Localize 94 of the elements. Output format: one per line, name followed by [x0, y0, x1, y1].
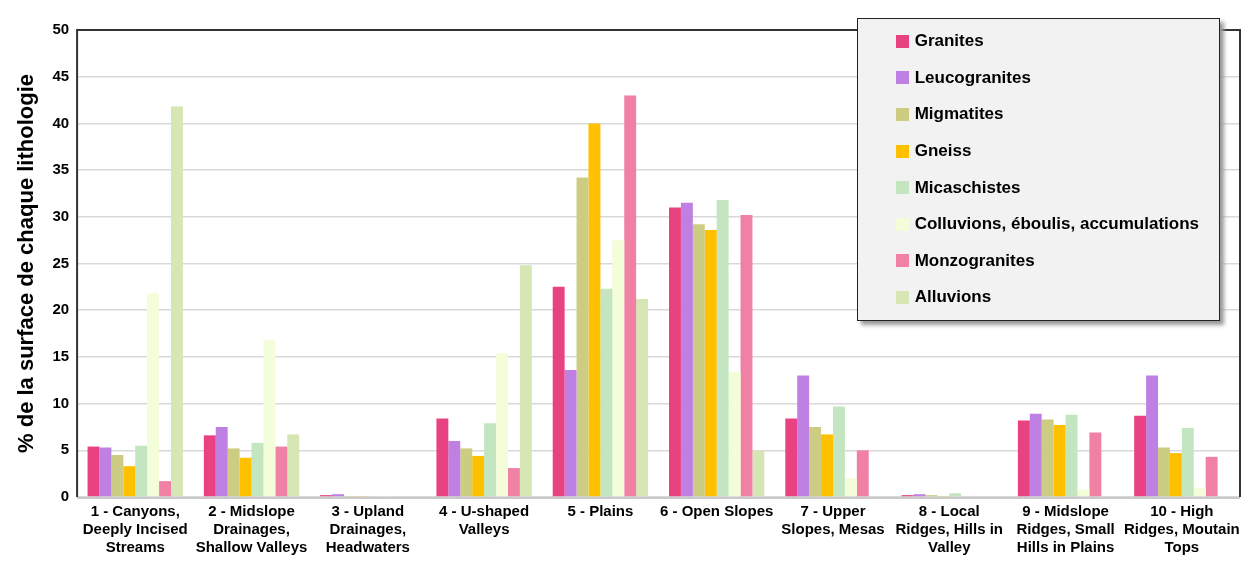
legend-label: Granites: [914, 31, 984, 52]
y-tick-label: 30: [52, 206, 70, 224]
bar: [588, 123, 601, 497]
y-tick-label: 35: [52, 160, 70, 178]
legend-label: Colluvions, éboulis, accumulations: [914, 214, 1199, 235]
y-tick-label: 0: [60, 487, 70, 505]
y-tick-label: 50: [52, 20, 70, 38]
bar: [1065, 414, 1078, 497]
bar: [844, 478, 857, 497]
bar: [728, 371, 741, 497]
bar: [519, 265, 532, 497]
bar: [832, 406, 845, 497]
y-tick-label: 40: [52, 113, 70, 131]
bar: [913, 494, 926, 497]
bar: [1169, 453, 1182, 497]
bar: [1134, 415, 1147, 497]
bar: [332, 494, 344, 497]
bar: [460, 448, 473, 497]
bar: [612, 240, 625, 497]
y-tick-label: 10: [52, 393, 70, 411]
bar: [135, 445, 148, 497]
x-tick-label: 3 - Upland Drainages, Headwaters: [325, 502, 410, 556]
bar: [448, 440, 461, 497]
legend-label: Micaschistes: [914, 177, 1021, 198]
bar: [123, 466, 136, 497]
bar: [159, 481, 171, 497]
bar: [624, 95, 637, 497]
bar: [275, 446, 288, 497]
bar: [147, 293, 160, 497]
bar: [1146, 375, 1159, 497]
x-tick-label: 7 - Upper Slopes, Mesas: [781, 502, 885, 538]
bar: [600, 288, 613, 497]
bar: [170, 106, 183, 497]
legend-label: Monzogranites: [914, 250, 1035, 271]
bar: [111, 454, 124, 497]
x-tick-label: 2 - Midslope Drainages, Shallow Valleys: [195, 502, 308, 556]
bar: [239, 457, 252, 497]
bar: [1181, 427, 1194, 497]
bar: [99, 447, 112, 497]
bar: [669, 207, 681, 497]
y-tick-label: 20: [52, 300, 70, 318]
legend-label: Migmatites: [914, 104, 1004, 125]
bar: [564, 369, 577, 497]
x-tick-label: 4 - U-shaped Valleys: [439, 502, 530, 538]
bar: [227, 448, 240, 497]
x-tick-label: 10 - High Ridges, Moutain Tops: [1123, 502, 1240, 556]
legend-label: Gneiss: [914, 141, 972, 162]
bar: [1029, 413, 1042, 497]
bar: [636, 298, 649, 497]
bar: [1077, 489, 1090, 497]
bar: [785, 418, 798, 497]
bar: [436, 418, 449, 497]
x-tick-label: 8 - Local Ridges, Hills in Valley: [895, 502, 1004, 556]
legend-label: Alluvions: [914, 287, 992, 308]
bar: [263, 340, 276, 497]
x-tick-label: 1 - Canyons, Deeply Incised Streams: [82, 502, 188, 556]
y-tick-label: 15: [52, 347, 70, 365]
bar: [752, 450, 765, 497]
bar: [949, 493, 962, 497]
bar: [797, 375, 810, 497]
bar: [740, 214, 753, 497]
bar: [692, 224, 705, 497]
bar: [552, 286, 565, 497]
bar: [716, 199, 729, 497]
bar: [215, 426, 228, 497]
x-tick-label: 5 - Plains: [567, 502, 634, 520]
bar: [1053, 425, 1066, 497]
bar: [856, 450, 869, 497]
x-tick-label: 6 - Open Slopes: [660, 502, 774, 520]
bar: [203, 435, 216, 497]
bar: [87, 446, 100, 497]
bar: [704, 229, 717, 497]
y-axis-title: % de la surface de chaque lithologie: [13, 74, 39, 453]
bar: [1205, 456, 1218, 497]
bar: [1158, 447, 1170, 497]
bar: [287, 434, 300, 497]
bar: [1089, 432, 1102, 497]
bar: [484, 423, 497, 497]
bar: [472, 455, 485, 497]
bar: [507, 468, 520, 497]
legend-label: Leucogranites: [914, 67, 1031, 88]
bar: [809, 426, 822, 497]
bar: [1017, 420, 1030, 497]
x-tick-label: 9 - Midslope Ridges, Small Hills in Plains: [1016, 502, 1115, 556]
bar: [251, 442, 264, 497]
bar: [576, 177, 589, 497]
bar: [1041, 419, 1054, 497]
bar: [1193, 487, 1206, 497]
bar: [680, 202, 693, 497]
bar: [496, 353, 508, 497]
y-tick-label: 45: [52, 66, 70, 84]
y-tick-label: 5: [60, 440, 70, 458]
bar: [821, 434, 833, 497]
y-tick-label: 25: [52, 253, 70, 271]
